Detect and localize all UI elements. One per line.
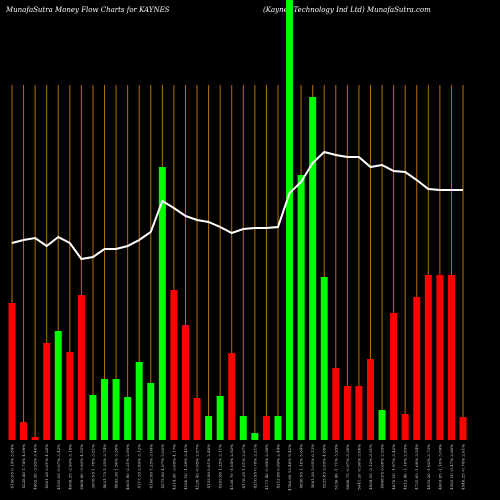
bar	[436, 275, 444, 440]
x-tick-label: 4171.40 -0.94% 2.58%	[264, 444, 269, 490]
bar	[147, 383, 155, 440]
x-tick-label: 4603.85 -1.10% 3.09%	[437, 444, 442, 490]
x-tick-label: 4062.30 -3.93% 3.46%	[33, 444, 38, 490]
bar	[251, 433, 259, 440]
bar	[170, 290, 178, 440]
bar	[101, 379, 109, 440]
x-tick-label: 5081.20 5.05% 6.12%	[310, 444, 315, 489]
x-tick-label: 4731.65 -1.68% 3.54%	[414, 444, 419, 490]
bar	[43, 343, 51, 440]
bar	[181, 325, 189, 440]
bar	[401, 414, 409, 440]
x-tick-label: 4031.75 1.35% 2.74%	[102, 444, 107, 489]
bar	[31, 437, 39, 440]
x-tick-label: 5041.20 -0.90% 3.08%	[356, 444, 361, 490]
x-tick-label: 4001.90 -2.21% 2.95%	[125, 444, 130, 490]
bar	[54, 331, 62, 440]
chart-subtitle: (Kaynes Technology Ind Ltd) MunafaSutra.…	[263, 6, 431, 14]
bar	[66, 352, 74, 440]
bar	[158, 167, 166, 440]
x-tick-label: 4178.35 1.01% 2.67%	[241, 444, 246, 489]
bar	[228, 353, 236, 440]
bar	[262, 416, 270, 440]
x-tick-label: 4120.45 -0.95% 2.87%	[195, 444, 200, 490]
bar	[309, 97, 317, 440]
bar	[89, 395, 97, 440]
x-tick-label: 4214.30 -3.69% 4.17%	[171, 444, 176, 490]
bar	[320, 277, 328, 440]
x-tick-label: 4168.80 1.25% 3.04%	[148, 444, 153, 489]
bar	[378, 410, 386, 440]
x-tick-label: 5225.85 2.85% 4.88%	[322, 444, 327, 489]
x-tick-label: 4210.95 0.78% 2.21%	[252, 444, 257, 489]
x-tick-label: 4228.40 1.74% 4.09%	[21, 444, 26, 489]
bar	[447, 275, 455, 440]
bar	[193, 398, 201, 440]
bar	[274, 416, 282, 440]
bar	[216, 396, 224, 440]
x-tick-label: 4205.60 1.25% 3.11%	[218, 444, 223, 489]
x-tick-label: 4117.35 2.89% 3.12%	[137, 444, 142, 489]
bar	[297, 175, 305, 440]
bar	[355, 386, 363, 440]
x-tick-label: 4968.05 0.68% 2.93%	[380, 444, 385, 489]
bar	[424, 275, 432, 440]
x-tick-label: 4160.10 -1.29% 3.41%	[183, 444, 188, 490]
money-flow-line	[11, 150, 463, 261]
x-tick-label: 4301.20 2.61% 4.26%	[44, 444, 49, 489]
bar	[205, 416, 213, 440]
bar	[459, 417, 467, 440]
x-tick-label: 4655.20 -1.62% 3.72%	[426, 444, 431, 490]
x-tick-label: 4092.30 1.50% 3.36%	[114, 444, 119, 489]
bar	[286, 0, 294, 440]
bar	[332, 368, 340, 440]
chart-title: MunafaSutra Money Flow Charts for KAYNES	[5, 6, 170, 14]
x-tick-label: 5136.40 -1.71% 3.95%	[333, 444, 338, 490]
x-tick-label: 4870.10 -1.97% 3.42%	[391, 444, 396, 490]
bar	[77, 295, 85, 440]
x-tick-label: 4812.40 -1.18% 2.85%	[403, 444, 408, 490]
x-tick-label: 4582.10 -0.47% 2.96%	[449, 444, 454, 490]
x-tick-label: 4934.55 -2.12% 3.51%	[368, 444, 373, 490]
x-tick-label: 4156.05 0.14% 3.84%	[10, 444, 15, 489]
bar	[112, 379, 120, 440]
x-tick-label: 4136.70 -1.64% 2.92%	[229, 444, 234, 490]
bar	[239, 416, 247, 440]
bar	[390, 313, 398, 440]
x-tick-label: 4375.80 4.97% 5.02%	[160, 444, 165, 489]
x-tick-label: 3978.05 1.78% 3.81%	[90, 444, 95, 489]
bar	[135, 362, 143, 440]
bar	[124, 397, 132, 440]
bar	[8, 303, 16, 440]
bar	[366, 359, 374, 440]
bar	[413, 297, 421, 440]
bar	[20, 422, 28, 440]
x-tick-label: 4836.95 1.18% 5.64%	[299, 444, 304, 489]
x-tick-label: 4548.25 -0.74% 2.61%	[461, 444, 466, 490]
x-tick-label: 4212.80 0.99% 2.44%	[275, 444, 280, 489]
x-tick-label: 4780.60 13.48% 9.42%	[287, 444, 292, 491]
bar	[343, 386, 351, 440]
x-tick-label: 4191.05 -0.87% 3.42%	[56, 444, 61, 490]
x-tick-label: 4153.80 0.81% 2.48%	[206, 444, 211, 489]
x-tick-label: 3908.60 -3.93% 4.55%	[79, 444, 84, 490]
x-tick-label: 4068.35 -2.93% 3.19%	[67, 444, 72, 490]
x-tick-label: 5086.75 -0.97% 3.36%	[345, 444, 350, 490]
